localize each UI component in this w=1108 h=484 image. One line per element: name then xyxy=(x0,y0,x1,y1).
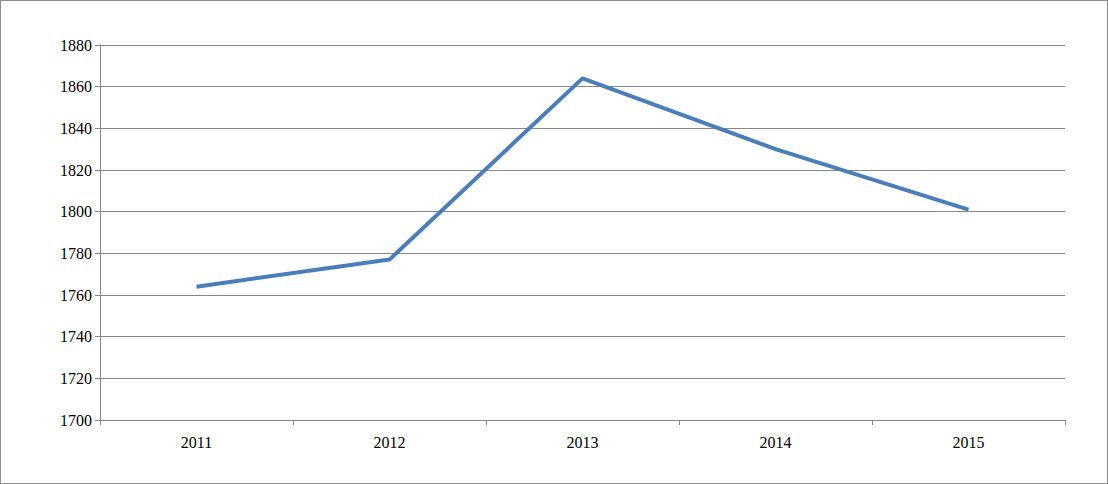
svg-text:1820: 1820 xyxy=(60,162,92,179)
svg-text:1780: 1780 xyxy=(60,245,92,262)
svg-text:2015: 2015 xyxy=(953,434,985,451)
svg-text:2013: 2013 xyxy=(567,434,599,451)
svg-text:1840: 1840 xyxy=(60,120,92,137)
svg-text:2014: 2014 xyxy=(760,434,792,451)
svg-text:1720: 1720 xyxy=(60,370,92,387)
svg-text:2012: 2012 xyxy=(374,434,406,451)
svg-text:1800: 1800 xyxy=(60,203,92,220)
svg-text:1860: 1860 xyxy=(60,78,92,95)
svg-text:1760: 1760 xyxy=(60,287,92,304)
svg-text:1700: 1700 xyxy=(60,412,92,429)
svg-text:1740: 1740 xyxy=(60,328,92,345)
svg-text:2011: 2011 xyxy=(181,434,212,451)
svg-text:1880: 1880 xyxy=(60,37,92,54)
